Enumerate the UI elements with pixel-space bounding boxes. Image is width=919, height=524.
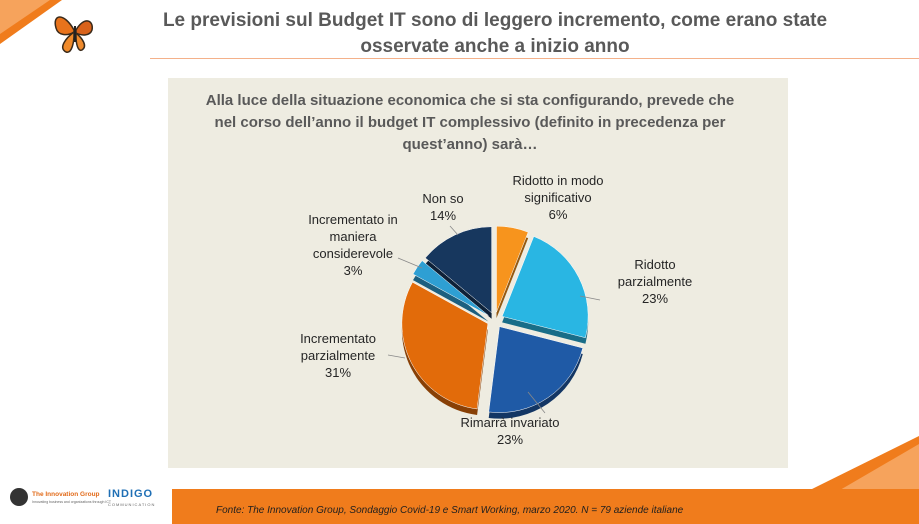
footer-bar — [172, 489, 919, 524]
innovation-group-logo-icon — [10, 488, 28, 506]
leader-line-rimarra-invariato — [527, 391, 546, 414]
survey-question: Alla luce della situazione economica che… — [205, 92, 735, 153]
label-non-so: Non so 14% — [422, 191, 464, 223]
pie-slice-5 — [424, 226, 492, 314]
leader-line-incrementato-considerevole — [397, 257, 423, 269]
innovation-group-logo: The Innovation Group Innovating business… — [10, 488, 111, 510]
label-ridotto-parzialmente: Ridotto parzialmente 23% — [617, 257, 693, 306]
pie-slice-4 — [412, 260, 489, 316]
leader-line-non-so — [449, 225, 459, 236]
pie-slice-2 — [488, 326, 584, 413]
label-incrementato-parzialmente: Incrementato parzialmente 31% — [300, 331, 376, 380]
butterfly-icon — [54, 16, 93, 53]
title-divider — [150, 58, 919, 59]
label-ridotto-significativo: Ridotto in modo significativo 6% — [512, 173, 604, 222]
leader-line-incrementato-parzialmente — [387, 354, 406, 359]
label-incrementato-considerevole: Incrementato in maniera considerevole 3% — [308, 212, 398, 278]
pie-slice-0 — [496, 225, 529, 313]
corner-decoration — [0, 0, 62, 44]
indigo-logo: INDIGO COMMUNICATION — [108, 488, 156, 507]
slide-title: Le previsioni sul Budget IT sono di legg… — [162, 10, 828, 57]
label-rimarra-invariato: Rimarrà invariato 23% — [460, 415, 560, 447]
pie-slice-1 — [501, 236, 589, 339]
pie-slice-3 — [401, 281, 489, 410]
source-note: Fonte: The Innovation Group, Sondaggio C… — [216, 505, 684, 516]
footer-accent — [810, 436, 919, 490]
leader-line-ridotto-parzialmente — [579, 295, 601, 301]
